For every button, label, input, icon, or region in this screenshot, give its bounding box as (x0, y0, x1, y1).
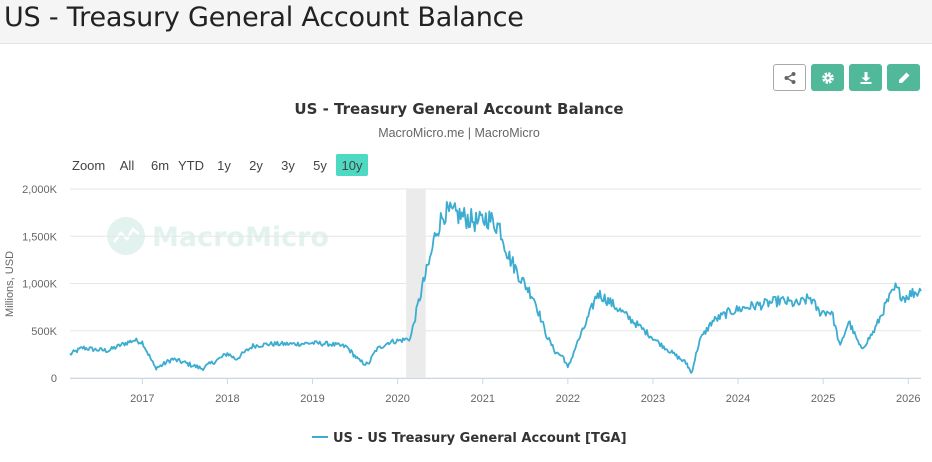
zoom-option-label: 5y (313, 158, 327, 173)
x-tick-label: 2024 (726, 393, 750, 405)
y-axis: 0 500K 1,000K 1,500K 2,000K (22, 184, 58, 385)
x-tick-label: 2020 (385, 393, 409, 405)
zoom-label: Zoom (72, 158, 105, 173)
zoom-option-label: YTD (178, 158, 204, 173)
zoom-active-bg (336, 154, 368, 176)
tga-series-line[interactable] (69, 201, 922, 374)
zoom-option-label: All (120, 158, 135, 173)
page-header: US - Treasury General Account Balance (0, 0, 932, 44)
zoom-option-label: 10y (342, 158, 363, 173)
zoom-all-button[interactable]: All (120, 158, 135, 173)
share-button[interactable] (773, 64, 806, 91)
legend[interactable]: US - US Treasury General Account [TGA] (312, 431, 627, 446)
edit-button[interactable] (887, 64, 920, 91)
x-tick-label: 2017 (130, 393, 154, 405)
zoom-1y-button[interactable]: 1y (217, 158, 231, 173)
zoom-option-label: 1y (217, 158, 231, 173)
grid (70, 188, 921, 379)
edit-icon (898, 72, 909, 83)
y-tick-label: 0 (51, 373, 57, 385)
page-title: US - Treasury General Account Balance (4, 2, 524, 33)
tga-chart: US - Treasury General Account Balance Ma… (4, 100, 922, 446)
download-icon (860, 71, 871, 84)
x-tick-label: 2021 (470, 393, 494, 405)
series-layer (69, 201, 922, 374)
zoom-bar: Zoom All 6m YTD 1y 2y 3y 5y 10y (72, 154, 368, 176)
gear-icon (821, 71, 834, 84)
zoom-option-label: 2y (249, 158, 263, 173)
chart-subtitle: MacroMicro.me | MacroMicro (378, 126, 540, 140)
x-tick-label: 2019 (300, 393, 324, 405)
y-tick-label: 1,500K (22, 231, 58, 243)
chart-title: US - Treasury General Account Balance (294, 100, 623, 118)
x-tick-label: 2023 (641, 393, 665, 405)
x-tick-label: 2026 (896, 393, 920, 405)
x-axis: 2017 2018 2019 2020 2021 2022 2023 2024 2025 2026 (70, 378, 921, 405)
share-icon (784, 71, 795, 84)
chart-toolbar (773, 64, 920, 91)
x-tick-label: 2022 (556, 393, 580, 405)
zoom-6m-button[interactable]: 6m (151, 158, 169, 173)
download-button[interactable] (849, 64, 882, 91)
legend-label: US - US Treasury General Account [TGA] (333, 431, 627, 446)
settings-button[interactable] (811, 64, 844, 91)
y-tick-label: 500K (31, 326, 57, 338)
watermark-text: MacroMicro (152, 222, 329, 253)
zoom-5y-button[interactable]: 5y (313, 158, 327, 173)
x-tick-label: 2018 (215, 393, 239, 405)
zoom-option-label: 3y (281, 158, 295, 173)
y-tick-label: 1,000K (22, 279, 58, 291)
zoom-3y-button[interactable]: 3y (281, 158, 295, 173)
chart-container: US - Treasury General Account Balance Ma… (0, 44, 932, 462)
zoom-option-label: 6m (151, 158, 169, 173)
y-tick-label: 2,000K (22, 184, 58, 196)
zoom-ytd-button[interactable]: YTD (178, 158, 204, 173)
x-tick-label: 2025 (811, 393, 835, 405)
zoom-10y-button[interactable]: 10y (336, 154, 368, 176)
y-axis-title: Millions, USD (4, 251, 16, 317)
zoom-2y-button[interactable]: 2y (249, 158, 263, 173)
